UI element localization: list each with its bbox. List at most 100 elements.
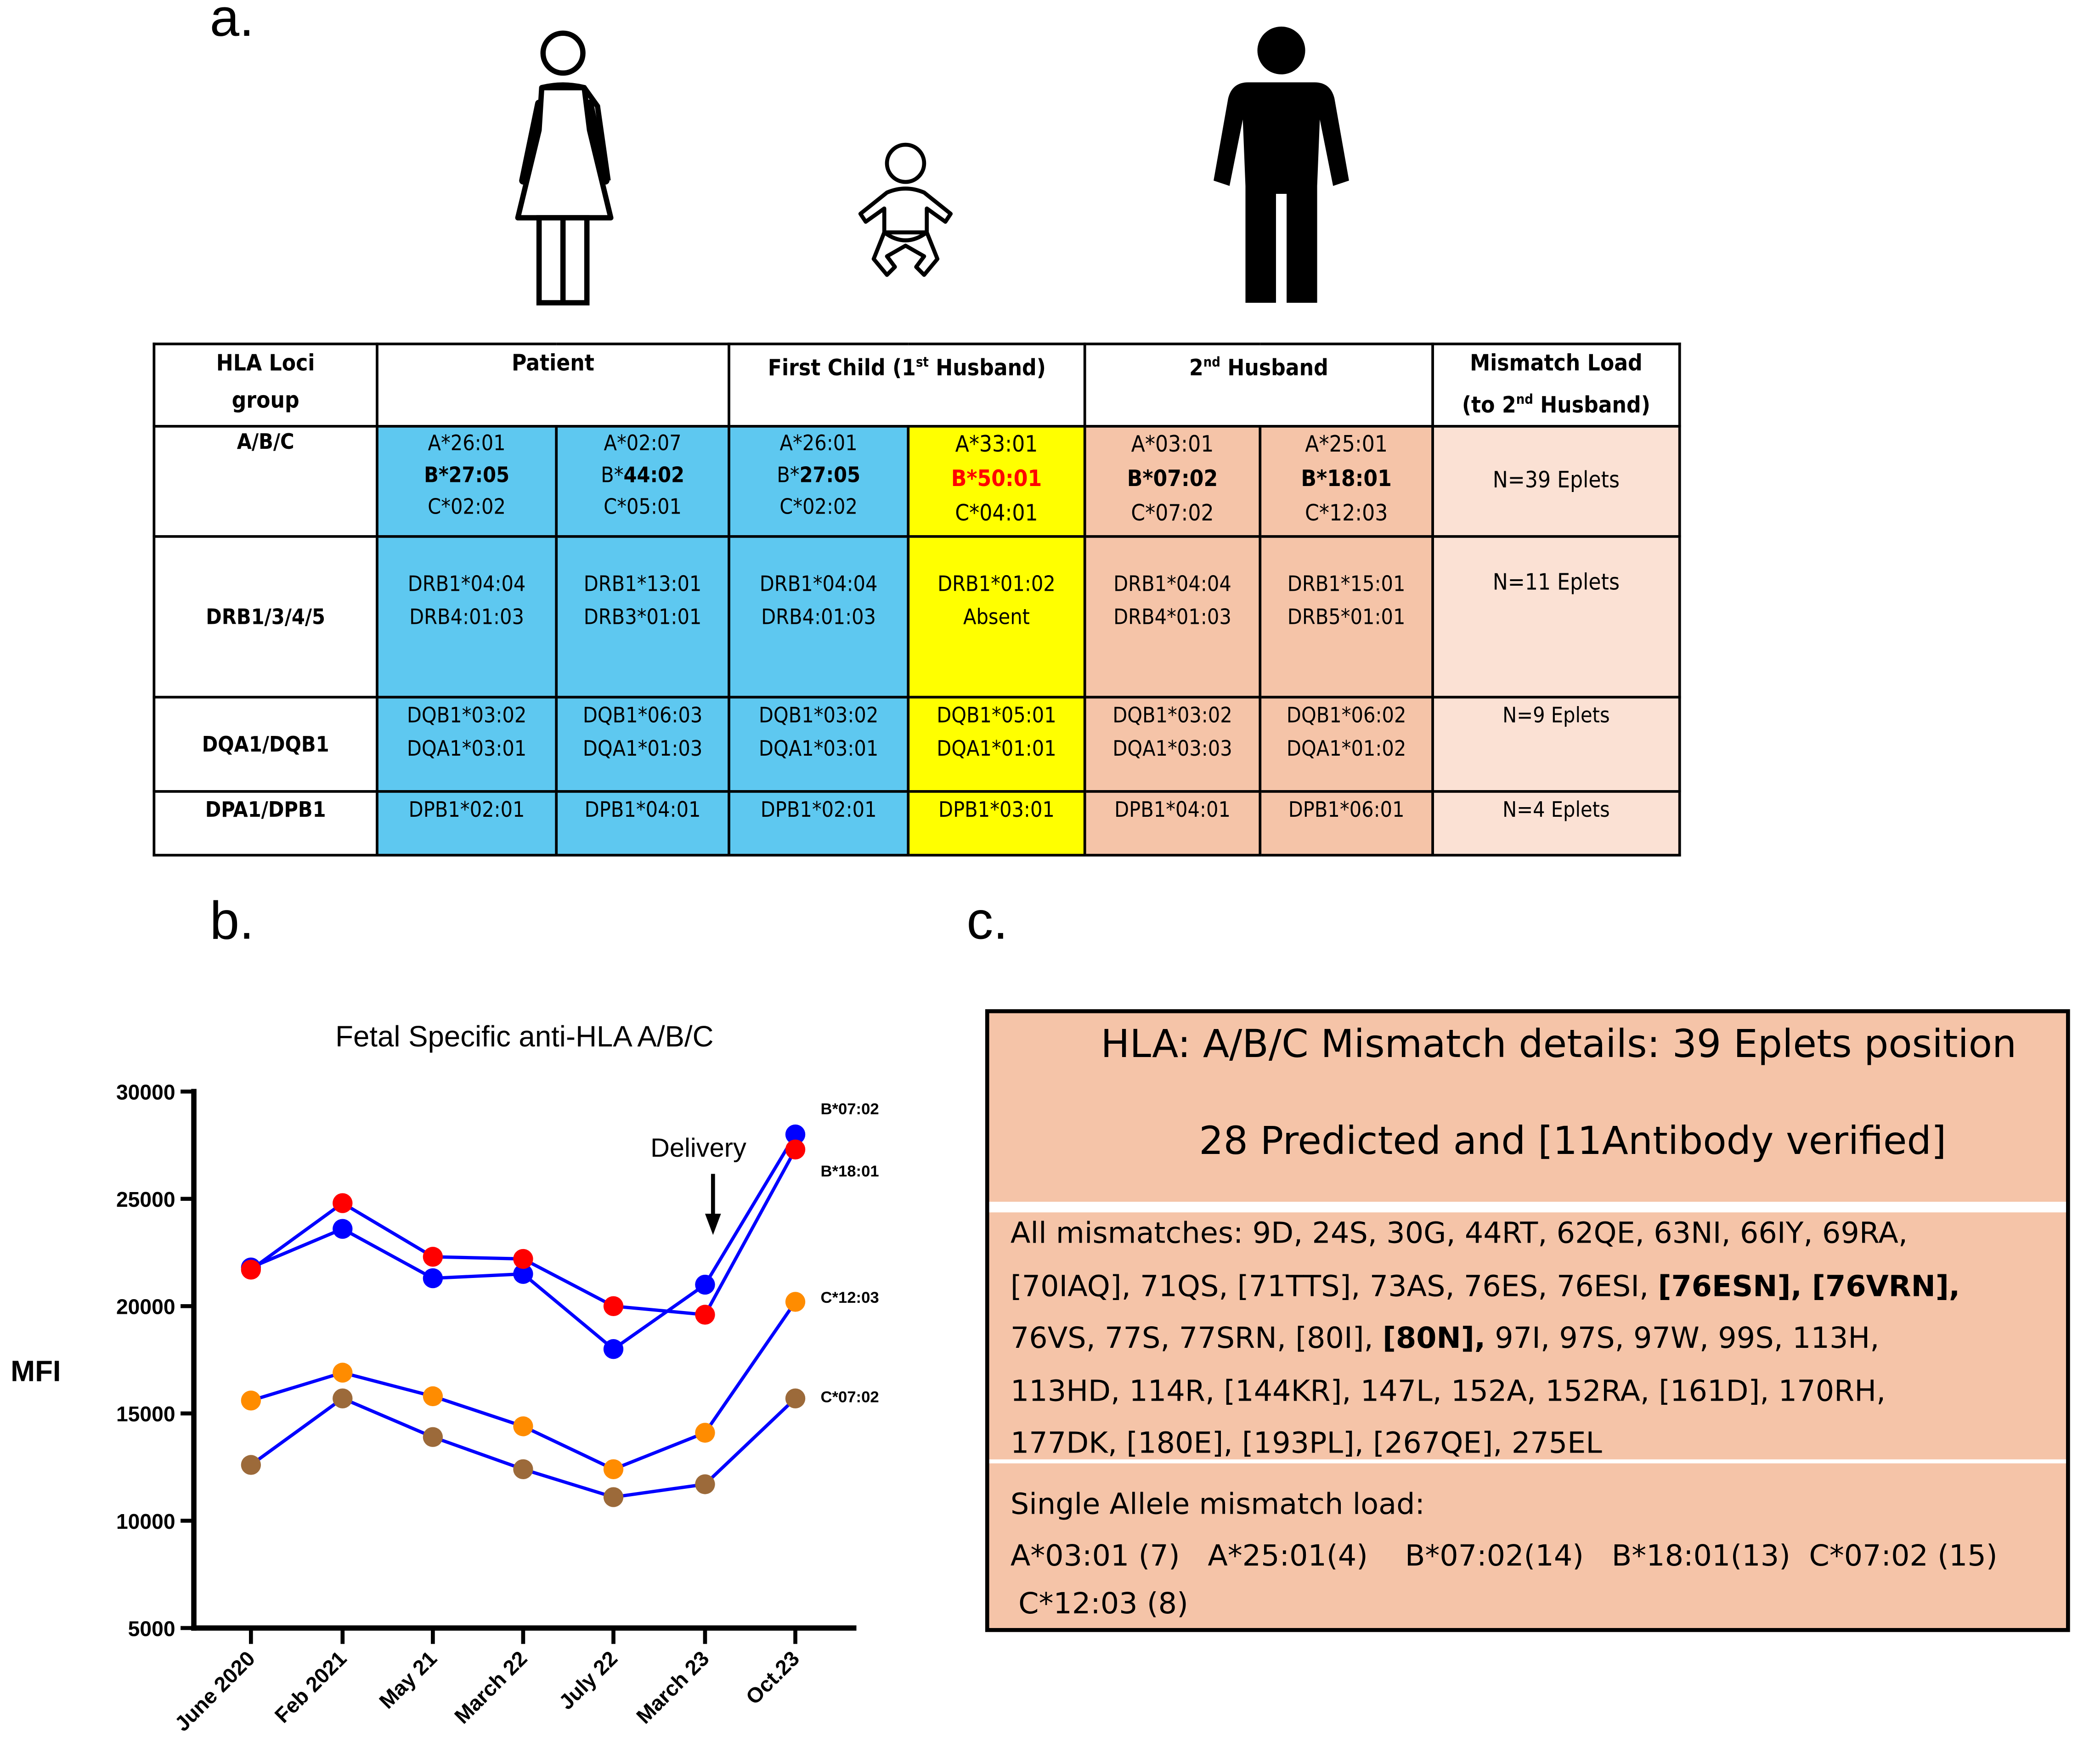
data-point: [603, 1296, 624, 1316]
husband-allele-1: DRB1*04:04 DRB4*01:03: [1083, 534, 1262, 698]
patient-allele-1: DPB1*02:01: [376, 789, 558, 856]
data-point: [513, 1249, 533, 1269]
child-maternal-allele: DPB1*02:01: [728, 789, 910, 856]
header-loci: HLA Loci group: [152, 342, 378, 427]
x-tick-label: March 22: [450, 1646, 532, 1729]
locus-cell: DPA1/DPB1: [152, 789, 378, 856]
x-tick-label: July 22: [554, 1646, 622, 1714]
panel-label-c: c.: [966, 892, 1008, 951]
x-tick-label: June 2020: [170, 1646, 260, 1736]
data-point: [241, 1260, 261, 1280]
panel-label-b: b.: [209, 892, 254, 951]
data-point: [513, 1416, 533, 1436]
child-maternal-allele: A*26:01 B*27:05 C*02:02: [728, 424, 910, 537]
locus-cell: DQA1/DQB1: [152, 695, 378, 792]
data-point: [241, 1455, 261, 1475]
data-point: [333, 1219, 353, 1239]
header-first-child: First Child (1st Husband): [728, 342, 1086, 427]
husband-allele-2: DQB1*06:02 DQA1*01:02: [1259, 695, 1434, 792]
y-axis-label: MFI: [11, 1355, 61, 1387]
y-tick-label: 5000: [128, 1617, 175, 1640]
all-mismatches-list: All mismatches: 9D, 24S, 30G, 44RT, 62QE…: [1010, 1217, 1960, 1461]
child-maternal-allele: DQB1*03:02 DQA1*03:01: [728, 695, 910, 792]
divider: [989, 1202, 2066, 1213]
y-tick-label: 15000: [116, 1402, 175, 1426]
data-point: [513, 1459, 533, 1479]
patient-allele-2: DRB1*13:01 DRB3*01:01: [555, 534, 730, 698]
locus-cell: A/B/C: [152, 424, 378, 537]
husband-allele-2: DPB1*06:01: [1259, 789, 1434, 856]
hla-typing-table: HLA Loci group Patient First Child (1st H…: [152, 342, 1681, 856]
man-icon: [1214, 26, 1349, 303]
series-line-C*12:03: [250, 1300, 797, 1471]
patient-allele-1: DQB1*03:02 DQA1*03:01: [376, 695, 558, 792]
data-point: [603, 1459, 624, 1479]
details-title-line1: HLA: A/B/C Mismatch details: 39 Eplets p…: [1101, 1021, 2017, 1067]
y-tick-label: 25000: [116, 1187, 175, 1211]
delivery-annotation: Delivery: [650, 1133, 746, 1163]
y-tick-label: 20000: [116, 1295, 175, 1319]
baby-icon: [858, 142, 953, 277]
patient-allele-1: DRB1*04:04 DRB4:01:03: [376, 534, 558, 698]
data-point: [785, 1388, 806, 1408]
data-point: [333, 1193, 353, 1213]
series-label: B*07:02: [820, 1100, 879, 1118]
child-paternal-allele: DRB1*01:02 Absent: [907, 534, 1086, 698]
data-point: [695, 1474, 715, 1494]
mismatch-load-cell: N=4 Eplets: [1431, 789, 1681, 856]
details-title-line2: 28 Predicted and [11Antibody verified]: [1199, 1118, 1947, 1164]
husband-allele-1: A*03:01 B*07:02 C*07:02: [1083, 424, 1262, 537]
panel-label-a: a.: [209, 0, 254, 48]
husband-allele-1: DPB1*04:01: [1083, 789, 1262, 856]
single-allele-load: Single Allele mismatch load: A*03:01 (7)…: [1010, 1488, 1998, 1622]
series-label: B*18:01: [820, 1163, 879, 1180]
data-point: [785, 1124, 806, 1145]
patient-allele-2: DQB1*06:03 DQA1*01:03: [555, 695, 730, 792]
table-row: DQA1/DQB1 DQB1*03:02 DQA1*03:01 DQB1*06:0…: [152, 695, 1681, 792]
table-row: DPA1/DPB1 DPB1*02:01 DPB1*04:01 DPB1*02:…: [152, 789, 1681, 856]
husband-allele-1: DQB1*03:02 DQA1*03:03: [1083, 695, 1262, 792]
divider: [989, 1459, 2066, 1464]
data-point: [695, 1274, 715, 1295]
husband-allele-2: DRB1*15:01 DRB5*01:01: [1259, 534, 1434, 698]
delivery-arrowhead: [705, 1214, 721, 1235]
y-tick-label: 10000: [116, 1510, 175, 1533]
data-point: [241, 1391, 261, 1411]
x-tick-label: March 23: [632, 1646, 714, 1729]
data-point: [423, 1247, 443, 1267]
data-point: [695, 1305, 715, 1325]
table-row: DRB1/3/4/5 DRB1*04:04 DRB4:01:03 DRB1*13:…: [152, 534, 1681, 698]
patient-allele-2: A*02:07 B*44:02 C*05:01: [555, 424, 730, 537]
child-paternal-allele: A*33:01 B*50:01 C*04:01: [907, 424, 1086, 537]
x-tick-label: Feb 2021: [270, 1646, 351, 1728]
data-point: [423, 1268, 443, 1289]
mismatch-load-cell: N=11 Eplets: [1431, 534, 1681, 698]
x-tick-label: Oct.23: [741, 1646, 804, 1709]
data-point: [333, 1363, 353, 1383]
child-maternal-allele: DRB1*04:04 DRB4:01:03: [728, 534, 910, 698]
mismatch-load-cell: N=9 Eplets: [1431, 695, 1681, 792]
data-point: [333, 1388, 353, 1408]
table-header-row: HLA Loci group Patient First Child (1st H…: [152, 342, 1681, 427]
data-point: [695, 1423, 715, 1443]
mismatch-details-box: HLA: A/B/C Mismatch details: 39 Eplets p…: [985, 1009, 2070, 1632]
child-paternal-allele: DPB1*03:01: [907, 789, 1086, 856]
locus-cell: DRB1/3/4/5: [152, 534, 378, 698]
mfi-line-chart: Fetal Specific anti-HLA A/B/C MFI 5000 1000…: [11, 1020, 879, 1736]
data-point: [423, 1427, 443, 1447]
series-label: C*07:02: [820, 1389, 879, 1406]
x-tick-label: May 21: [374, 1646, 441, 1713]
woman-icon: [515, 30, 614, 305]
patient-allele-1: A*26:01 B*27:05 C*02:02: [376, 424, 558, 537]
header-mismatch-load: Mismatch Load (to 2nd Husband): [1431, 342, 1681, 427]
header-second-husband: 2nd Husband: [1083, 342, 1434, 427]
data-point: [603, 1339, 624, 1359]
header-patient: Patient: [376, 342, 730, 427]
child-paternal-allele: DQB1*05:01 DQA1*01:01: [907, 695, 1086, 792]
husband-allele-2: A*25:01 B*18:01 C*12:03: [1259, 424, 1434, 537]
series-label: C*12:03: [820, 1289, 879, 1306]
data-point: [785, 1292, 806, 1312]
data-point: [423, 1386, 443, 1407]
table-row: A/B/C A*26:01 B*27:05 C*02:02 A*02:07 B*44:…: [152, 424, 1681, 537]
